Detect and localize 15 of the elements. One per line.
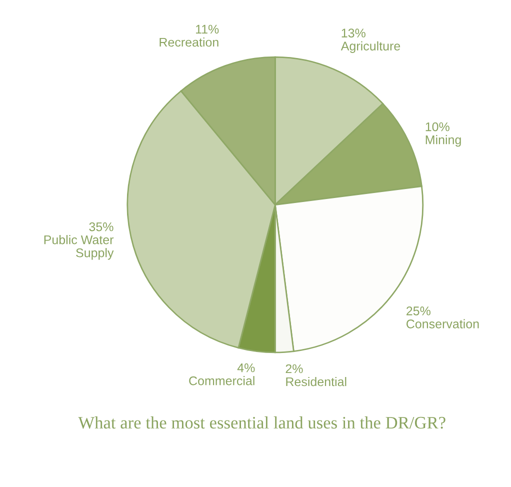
slice-label: Recreation xyxy=(160,37,218,47)
data-label: 13% xyxy=(342,28,366,38)
data-label: 35% xyxy=(89,222,114,232)
slice-label: Mining xyxy=(426,135,461,147)
slice-label: Conservation xyxy=(406,319,479,328)
data-label: 10% xyxy=(426,122,450,132)
slice-label: Commercial xyxy=(189,376,254,386)
text: What are the most essential land uses in the DR/GR? xyxy=(78,416,446,429)
data-label: 25% xyxy=(406,306,430,316)
slice-label: Public Water Supply xyxy=(44,235,114,260)
data-label: 2% xyxy=(286,364,303,374)
data-label: 4% xyxy=(237,363,255,372)
slice-label: Residential xyxy=(286,377,346,386)
data-label: 11% xyxy=(196,24,219,34)
slice-label: Agriculture xyxy=(340,41,400,53)
